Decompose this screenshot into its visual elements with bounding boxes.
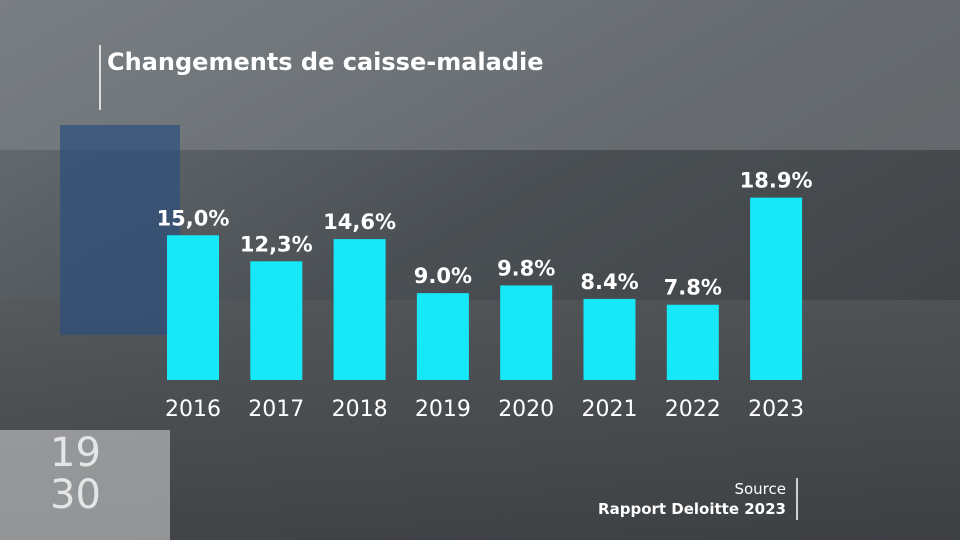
logo-top: 19 bbox=[50, 430, 101, 476]
x-tick-label: 2018 bbox=[332, 397, 388, 422]
value-label: 9.0% bbox=[414, 264, 472, 288]
source-label: Source bbox=[734, 480, 786, 498]
value-label: 14,6% bbox=[323, 210, 396, 234]
value-label: 12,3% bbox=[240, 232, 313, 256]
x-tick-label: 2017 bbox=[248, 397, 304, 422]
x-tick-label: 2019 bbox=[415, 397, 471, 422]
bar bbox=[666, 304, 719, 380]
desk bbox=[0, 430, 170, 540]
chart-title: Changements de caisse-maladie bbox=[107, 48, 544, 76]
x-tick-label: 2016 bbox=[165, 397, 221, 422]
logo-bottom: 30 bbox=[50, 472, 101, 518]
value-label: 15,0% bbox=[157, 206, 230, 230]
bar bbox=[750, 197, 803, 380]
bar bbox=[500, 285, 553, 380]
value-label: 7.8% bbox=[664, 276, 722, 300]
value-label: 9.8% bbox=[497, 256, 555, 280]
bar bbox=[333, 239, 386, 380]
source-name: Rapport Deloitte 2023 bbox=[598, 500, 786, 518]
bar bbox=[416, 293, 469, 380]
partition bbox=[60, 125, 180, 335]
value-label: 8.4% bbox=[580, 270, 638, 294]
x-tick-label: 2023 bbox=[748, 397, 804, 422]
bar bbox=[250, 261, 303, 380]
x-tick-label: 2022 bbox=[665, 397, 721, 422]
x-tick-label: 2021 bbox=[582, 397, 638, 422]
value-label: 18.9% bbox=[740, 169, 813, 193]
bar bbox=[583, 298, 636, 380]
x-tick-label: 2020 bbox=[498, 397, 554, 422]
bar bbox=[167, 235, 219, 380]
